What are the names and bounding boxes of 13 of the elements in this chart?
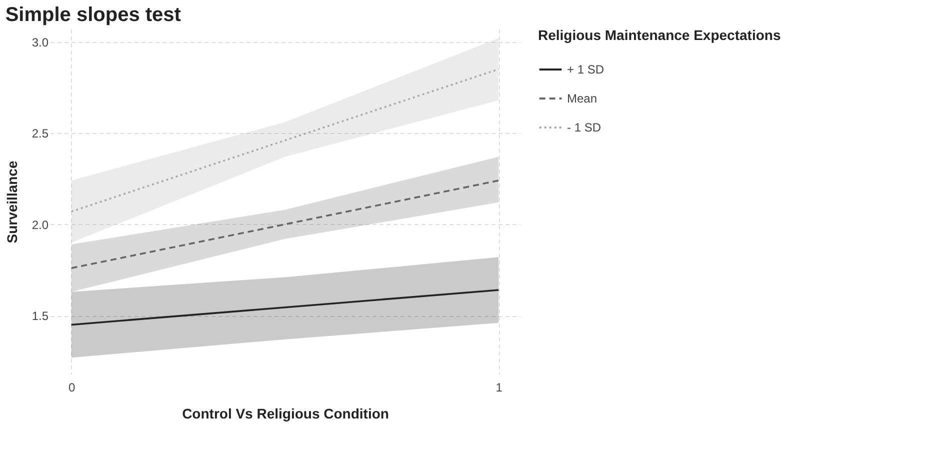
- chart-title: Simple slopes test: [5, 4, 182, 26]
- x-tick-label: 1: [496, 380, 503, 394]
- y-tick-label: 3.0: [32, 35, 49, 50]
- y-tick-label: 1.5: [32, 309, 49, 324]
- x-tick-label: 0: [68, 380, 76, 394]
- x-axis-title: Control Vs Religious Condition: [182, 406, 389, 422]
- y-axis-title: Surveillance: [4, 160, 20, 244]
- legend-label: - 1 SD: [567, 120, 602, 134]
- legend-label: Mean: [567, 92, 598, 106]
- y-tick-label: 2.5: [32, 126, 49, 141]
- legend-label: + 1 SD: [567, 62, 604, 76]
- legend-title: Religious Maintenance Expectations: [538, 27, 781, 43]
- y-tick-label: 2.0: [32, 218, 49, 232]
